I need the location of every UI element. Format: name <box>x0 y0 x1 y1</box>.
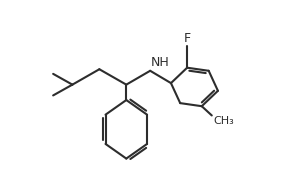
Text: F: F <box>183 32 191 45</box>
Text: NH: NH <box>151 56 170 69</box>
Text: CH₃: CH₃ <box>213 116 234 126</box>
